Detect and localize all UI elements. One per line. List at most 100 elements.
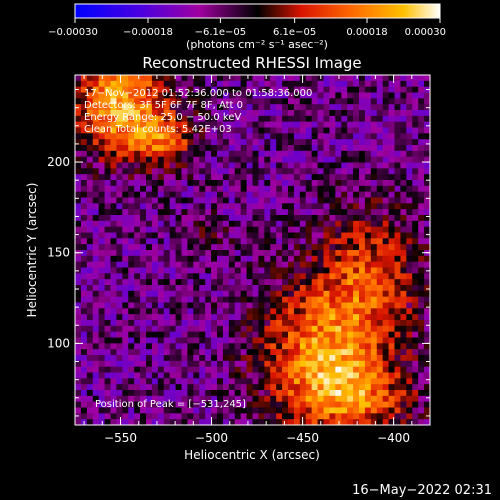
heatmap-cell xyxy=(388,308,396,315)
heatmap-cell xyxy=(258,133,265,140)
heatmap-cell xyxy=(406,378,413,385)
heatmap-cell xyxy=(116,115,123,123)
heatmap-cell xyxy=(317,343,325,350)
heatmap-cell xyxy=(341,185,348,193)
heatmap-cell xyxy=(157,121,165,129)
heatmap-cell xyxy=(163,110,171,117)
heatmap-cell xyxy=(86,127,94,134)
heatmap-cell xyxy=(282,150,289,158)
heatmap-cell xyxy=(382,180,390,187)
heatmap-cell xyxy=(252,139,260,146)
heatmap-cell xyxy=(181,209,189,216)
heatmap-cell xyxy=(92,331,100,339)
heatmap-cell xyxy=(175,285,183,292)
heatmap-cell xyxy=(323,372,331,379)
heatmap-cell xyxy=(80,360,88,368)
heatmap-cell xyxy=(382,104,390,111)
heatmap-cell xyxy=(98,180,106,187)
heatmap-cell xyxy=(75,121,82,129)
heatmap-cell xyxy=(175,220,183,228)
heatmap-cell xyxy=(329,273,336,280)
heatmap-cell xyxy=(98,290,106,298)
heatmap-cell xyxy=(75,139,82,146)
heatmap-cell xyxy=(317,209,325,216)
heatmap-cell xyxy=(270,191,277,199)
heatmap-cell xyxy=(151,401,159,409)
heatmap-cell xyxy=(264,331,271,339)
heatmap-cell xyxy=(134,314,141,321)
heatmap-cell xyxy=(122,413,129,420)
heatmap-cell xyxy=(86,378,94,385)
heatmap-cell xyxy=(163,395,171,403)
heatmap-cell xyxy=(364,215,372,222)
heatmap-cell xyxy=(293,273,301,280)
heatmap-cell xyxy=(329,407,336,414)
heatmap-cell xyxy=(418,110,425,117)
heatmap-cell xyxy=(240,401,248,409)
heatmap-cell xyxy=(305,413,313,420)
heatmap-cell xyxy=(199,355,206,362)
heatmap-cell xyxy=(382,232,390,239)
heatmap-cell xyxy=(86,285,94,292)
heatmap-cell xyxy=(353,337,360,344)
heatmap-cell xyxy=(116,261,123,269)
heatmap-cell xyxy=(382,308,390,315)
heatmap-cell xyxy=(116,80,123,88)
heatmap-cell xyxy=(406,343,413,350)
heatmap-cell xyxy=(382,115,390,123)
heatmap-cell xyxy=(163,279,171,286)
heatmap-cell xyxy=(110,343,118,350)
heatmap-cell xyxy=(246,168,254,175)
heatmap-cell xyxy=(92,98,100,105)
heatmap-cell xyxy=(252,314,260,321)
heatmap-cell xyxy=(246,238,254,245)
heatmap-cell xyxy=(116,174,123,181)
heatmap-cell xyxy=(140,220,147,228)
heatmap-cell xyxy=(140,302,147,309)
heatmap-cell xyxy=(341,86,348,94)
heatmap-cell xyxy=(329,226,336,234)
heatmap-cell xyxy=(211,401,218,409)
heatmap-cell xyxy=(175,191,183,199)
heatmap-cell xyxy=(305,331,313,339)
heatmap-cell xyxy=(217,150,224,158)
heatmap-cell xyxy=(151,156,159,164)
heatmap-cell xyxy=(211,314,218,321)
heatmap-cell xyxy=(228,98,236,105)
heatmap-cell xyxy=(246,139,254,146)
heatmap-cell xyxy=(335,390,342,397)
heatmap-cell xyxy=(92,220,100,228)
heatmap-cell xyxy=(151,220,159,228)
heatmap-cell xyxy=(424,366,430,374)
heatmap-cell xyxy=(86,104,94,111)
heatmap-cell xyxy=(110,372,118,379)
heatmap-cell xyxy=(151,331,159,339)
heatmap-cell xyxy=(104,162,112,169)
heatmap-cell xyxy=(187,331,194,339)
heatmap-cell xyxy=(288,290,295,298)
heatmap-cell xyxy=(353,290,360,298)
heatmap-cell xyxy=(134,384,141,391)
heatmap-cell xyxy=(353,419,360,425)
heatmap-cell xyxy=(424,162,430,169)
heatmap-cell xyxy=(264,115,271,123)
heatmap-cell xyxy=(305,139,313,146)
heatmap-cell xyxy=(382,413,390,420)
heatmap-cell xyxy=(329,285,336,292)
heatmap-cell xyxy=(205,75,212,82)
heatmap-cell xyxy=(86,255,94,263)
heatmap-cell xyxy=(128,413,135,420)
heatmap-cell xyxy=(305,314,313,321)
heatmap-cell xyxy=(252,419,260,425)
heatmap-cell xyxy=(146,255,153,263)
heatmap-cell xyxy=(86,273,94,280)
heatmap-cell xyxy=(122,226,129,234)
heatmap-cell xyxy=(252,133,260,140)
heatmap-cell xyxy=(412,226,419,234)
heatmap-cell xyxy=(151,133,159,140)
heatmap-cell xyxy=(341,337,348,344)
heatmap-cell xyxy=(288,308,295,315)
heatmap-cell xyxy=(211,121,218,129)
heatmap-cell xyxy=(382,331,390,339)
heatmap-cell xyxy=(347,419,354,425)
